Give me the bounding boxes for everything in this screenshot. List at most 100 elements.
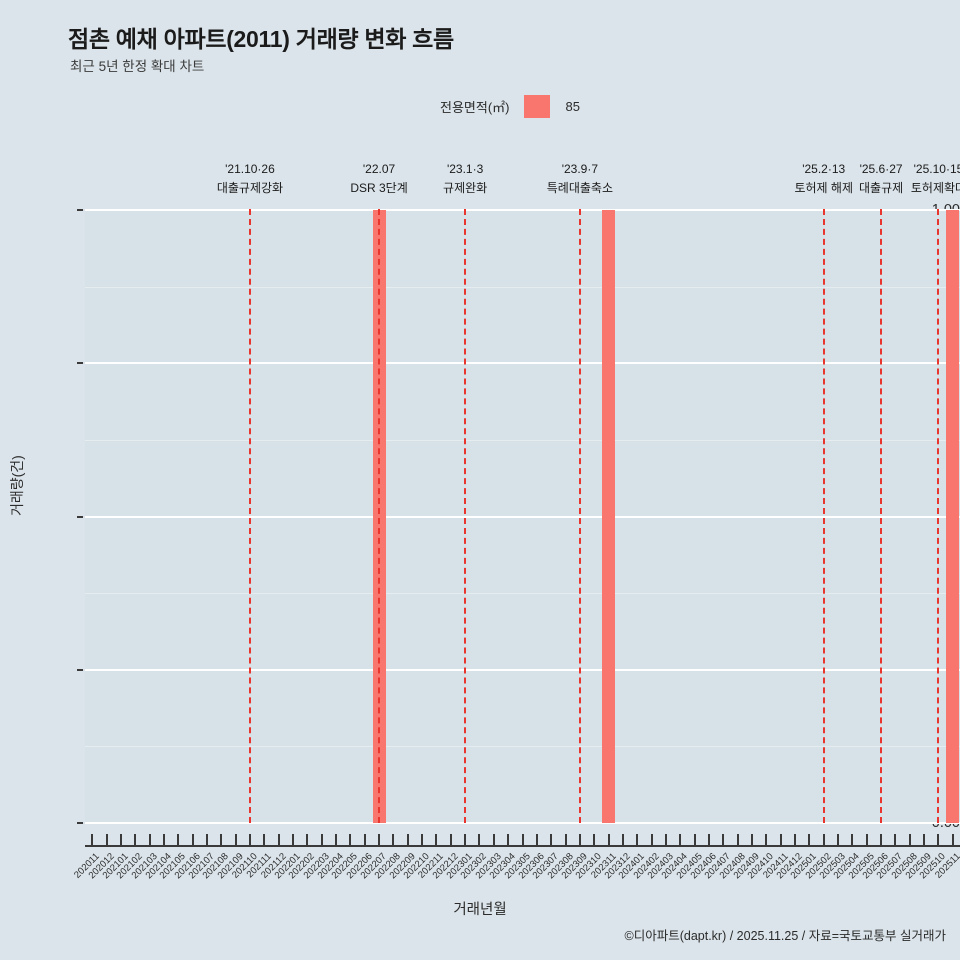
annotation-label-202309: '23.9·7 특례대출축소 bbox=[547, 160, 613, 197]
x-tick-mark bbox=[822, 834, 825, 845]
legend: 전용면적(㎡) 85 bbox=[440, 93, 580, 119]
gridline-major bbox=[85, 668, 960, 671]
annotation-label-202301: '23.1·3 규제완화 bbox=[443, 160, 487, 197]
x-tick-mark bbox=[894, 834, 897, 845]
y-tick-mark bbox=[77, 362, 83, 365]
y-axis-title: 거래량(건) bbox=[9, 455, 25, 516]
annotation-date: '21.10·26 bbox=[225, 162, 275, 176]
x-tick-mark bbox=[837, 834, 840, 845]
x-tick-mark bbox=[722, 834, 725, 845]
annotation-date: '22.07 bbox=[362, 162, 396, 176]
annotation-text: DSR 3단계 bbox=[350, 180, 408, 195]
x-tick-mark bbox=[664, 834, 667, 845]
x-tick-mark bbox=[564, 834, 567, 845]
chart-title: 점촌 예채 아파트(2011) 거래량 변화 흐름 bbox=[68, 26, 454, 52]
annotation-line-202309 bbox=[578, 209, 581, 823]
x-tick-mark bbox=[794, 834, 797, 845]
x-tick-mark bbox=[248, 834, 251, 845]
annotation-date: '25.10·15 bbox=[913, 162, 960, 176]
gridline-major bbox=[85, 822, 960, 824]
x-tick-mark bbox=[880, 834, 883, 845]
x-tick-mark bbox=[937, 834, 940, 845]
x-tick-mark bbox=[578, 834, 581, 845]
gridline-major bbox=[85, 209, 960, 211]
bar-202511[interactable] bbox=[946, 210, 960, 823]
x-tick-mark bbox=[621, 834, 624, 845]
x-tick-mark bbox=[421, 834, 424, 845]
x-tick-mark bbox=[765, 834, 768, 845]
gridline-minor bbox=[85, 439, 960, 441]
x-tick-mark bbox=[320, 834, 323, 845]
legend-swatch-85 bbox=[523, 94, 550, 118]
x-tick-mark bbox=[191, 834, 194, 845]
legend-title: 전용면적(㎡) bbox=[440, 99, 510, 115]
annotation-text: 특례대출축소 bbox=[546, 180, 613, 195]
x-tick-mark bbox=[392, 834, 395, 845]
x-tick-mark bbox=[363, 834, 366, 845]
x-tick-mark bbox=[535, 834, 538, 845]
annotation-line-202301 bbox=[464, 209, 467, 823]
annotation-label-202510: '25.10·15 토허제확대 bbox=[911, 160, 960, 197]
x-tick-mark bbox=[951, 834, 954, 845]
x-tick-mark bbox=[335, 834, 338, 845]
x-axis-line bbox=[85, 845, 960, 847]
annotation-line-202502 bbox=[822, 209, 825, 823]
annotation-text: 토허제확대 bbox=[910, 180, 960, 195]
x-tick-mark bbox=[707, 834, 710, 845]
x-tick-mark bbox=[808, 834, 811, 845]
x-tick-mark bbox=[492, 834, 495, 845]
x-tick-mark bbox=[636, 834, 639, 845]
x-tick-mark bbox=[593, 834, 596, 845]
x-tick-mark bbox=[923, 834, 926, 845]
plot-panel bbox=[85, 209, 960, 824]
x-tick-mark bbox=[550, 834, 553, 845]
x-tick-mark bbox=[650, 834, 653, 845]
x-tick-mark bbox=[751, 834, 753, 845]
x-tick-mark bbox=[507, 834, 510, 845]
x-tick-mark bbox=[234, 834, 237, 845]
x-tick-mark bbox=[851, 834, 854, 845]
x-tick-mark bbox=[134, 834, 137, 845]
annotation-date: '23.9·7 bbox=[561, 162, 599, 176]
x-tick-mark bbox=[779, 834, 782, 845]
annotation-text: 규제완화 bbox=[443, 180, 488, 195]
y-tick-mark bbox=[77, 822, 83, 824]
gridline-minor bbox=[85, 593, 960, 595]
annotation-line-202110 bbox=[248, 209, 251, 823]
annotation-text: 토허제 해제 bbox=[794, 180, 853, 195]
y-tick-mark bbox=[77, 515, 83, 518]
y-tick-mark bbox=[77, 668, 83, 671]
x-tick-mark bbox=[291, 834, 294, 845]
x-tick-mark bbox=[306, 834, 309, 845]
gridline-major bbox=[85, 515, 960, 518]
legend-key-label-85: 85 bbox=[565, 98, 580, 114]
gridline-minor bbox=[85, 746, 960, 748]
annotation-date: '25.6·27 bbox=[859, 162, 903, 176]
x-tick-mark bbox=[349, 834, 352, 845]
x-tick-mark bbox=[177, 834, 180, 845]
x-tick-mark bbox=[464, 834, 467, 845]
annotation-text: 대출규제 bbox=[859, 180, 904, 195]
x-tick-mark bbox=[205, 834, 208, 845]
annotation-label-202506: '25.6·27 대출규제 bbox=[859, 160, 903, 197]
x-tick-mark bbox=[406, 834, 409, 845]
chart-subtitle: 최근 5년 한정 확대 차트 bbox=[70, 59, 205, 74]
x-tick-mark bbox=[220, 834, 223, 845]
x-tick-mark bbox=[736, 834, 739, 845]
x-tick-mark bbox=[679, 834, 682, 845]
annotation-text: 대출규제강화 bbox=[216, 180, 284, 195]
x-tick-mark bbox=[162, 834, 165, 845]
gridline-major bbox=[85, 362, 960, 365]
x-tick-mark bbox=[148, 834, 151, 845]
chart-caption: ©디아파트(dapt.kr) / 2025.11.25 / 자료=국토교통부 실… bbox=[624, 929, 947, 943]
x-tick-mark bbox=[607, 834, 610, 845]
x-tick-mark bbox=[449, 834, 452, 845]
annotation-date: '23.1·3 bbox=[446, 162, 484, 176]
x-tick-mark bbox=[119, 834, 122, 845]
x-tick-mark bbox=[908, 834, 911, 845]
bar-202311[interactable] bbox=[602, 210, 616, 823]
x-tick-mark bbox=[521, 834, 524, 845]
x-tick-mark bbox=[277, 834, 280, 845]
annotation-label-202207: '22.07 DSR 3단계 bbox=[350, 160, 407, 197]
